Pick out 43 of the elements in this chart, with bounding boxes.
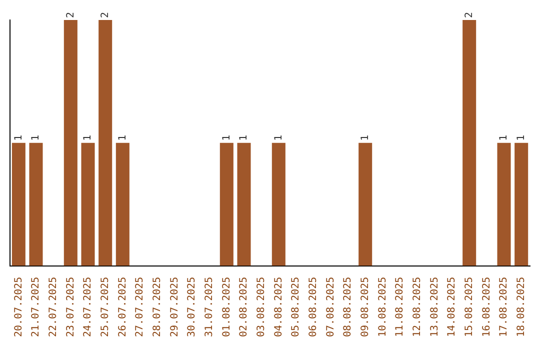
data-label: 1 [30, 134, 42, 141]
x-tick-label: 12.08.2025 [412, 276, 423, 338]
x-tick-label: 09.08.2025 [360, 276, 371, 338]
data-label: 1 [498, 134, 510, 141]
x-tick-label: 06.08.2025 [308, 276, 319, 338]
x-tick-label: 17.08.2025 [498, 276, 510, 338]
x-tick-label: 01.08.2025 [221, 276, 232, 338]
x-tick-label: 02.08.2025 [238, 276, 250, 338]
x-tick-label: 21.07.2025 [30, 276, 42, 338]
x-tick-label: 10.08.2025 [377, 276, 388, 338]
x-tick-label: 22.07.2025 [48, 276, 59, 338]
data-label: 1 [117, 134, 128, 141]
data-label: 1 [82, 134, 94, 141]
x-tick-label: 24.07.2025 [82, 276, 94, 338]
x-tick-label: 08.08.2025 [342, 276, 354, 338]
x-tick-label: 27.07.2025 [134, 276, 146, 338]
x-tick-label: 29.07.2025 [169, 276, 180, 338]
x-tick-label: 26.07.2025 [117, 276, 128, 338]
x-tick-label: 03.08.2025 [256, 276, 267, 338]
x-tick-label: 31.07.2025 [204, 276, 215, 338]
x-tick-label: 25.07.2025 [100, 276, 111, 338]
x-tick-label: 11.08.2025 [394, 276, 406, 338]
x-tick-label: 23.07.2025 [65, 276, 76, 338]
x-tick-label: 14.08.2025 [446, 276, 458, 338]
data-label: 2 [464, 12, 475, 18]
data-label: 2 [65, 12, 76, 18]
data-label: 1 [273, 134, 284, 141]
data-label: 1 [13, 134, 24, 141]
x-tick-label: 05.08.2025 [290, 276, 302, 338]
x-tick-label: 04.08.2025 [273, 276, 284, 338]
x-tick-label: 13.08.2025 [429, 276, 440, 338]
x-tick-label: 30.07.2025 [186, 276, 198, 338]
x-tick-label: 20.07.2025 [13, 276, 24, 338]
x-tick-label: 15.08.2025 [464, 276, 475, 338]
data-label: 1 [516, 134, 527, 141]
data-label: 1 [360, 134, 371, 141]
x-tick-label: 18.08.2025 [516, 276, 527, 338]
x-tick-label: 07.08.2025 [325, 276, 336, 338]
data-label: 1 [238, 134, 250, 141]
x-tick-label: 16.08.2025 [481, 276, 492, 338]
data-label: 1 [221, 134, 232, 141]
data-label: 2 [100, 12, 111, 18]
x-tick-label: 28.07.2025 [152, 276, 163, 338]
